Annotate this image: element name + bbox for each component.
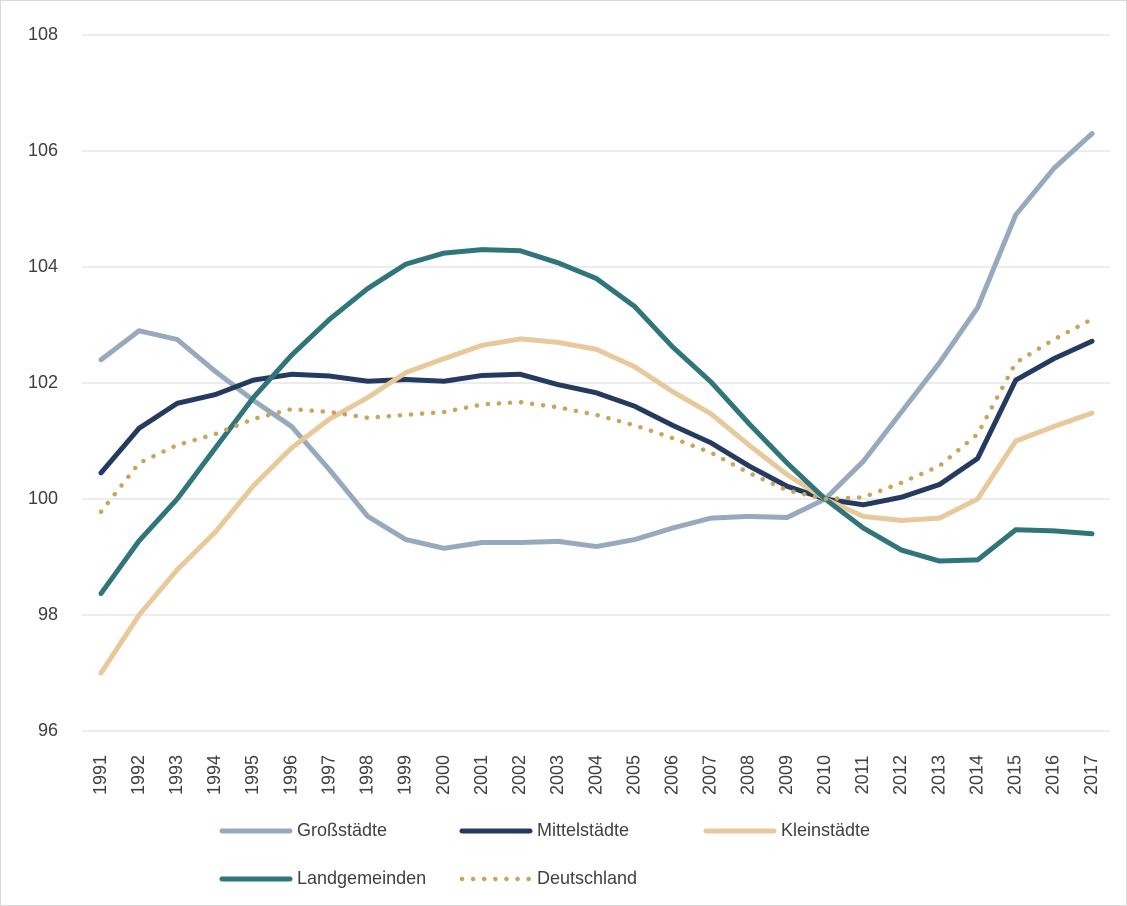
y-tick-label: 100 <box>28 488 58 508</box>
x-tick-label: 2013 <box>928 755 948 795</box>
x-tick-label: 2011 <box>852 756 872 795</box>
x-tick-label: 2005 <box>623 755 643 795</box>
y-tick-label: 96 <box>38 720 58 740</box>
x-tick-label: 2014 <box>966 755 986 795</box>
x-tick-label: 2001 <box>471 755 491 795</box>
y-tick-label: 102 <box>28 372 58 392</box>
x-tick-label: 1994 <box>204 755 224 795</box>
x-tick-label: 1995 <box>242 755 262 795</box>
legend-label: Deutschland <box>537 868 637 888</box>
x-tick-label: 1997 <box>318 755 338 795</box>
x-tick-label: 1998 <box>357 755 377 795</box>
x-tick-label: 2006 <box>661 755 681 795</box>
x-tick-label: 2003 <box>547 755 567 795</box>
series-line <box>98 131 1095 551</box>
legend-label: Landgemeinden <box>297 868 426 888</box>
x-tick-label: 2000 <box>433 755 453 795</box>
x-tick-label: 1993 <box>166 755 186 795</box>
x-tick-label: 2010 <box>814 755 834 795</box>
x-tick-label: 2015 <box>1005 755 1025 795</box>
x-tick-label: 2008 <box>738 755 758 795</box>
y-tick-label: 98 <box>38 604 58 624</box>
x-tick-label: 2016 <box>1043 755 1063 795</box>
x-tick-label: 2004 <box>585 755 605 795</box>
x-tick-label: 2012 <box>890 755 910 795</box>
series-line <box>98 336 1095 676</box>
x-tick-label: 1999 <box>395 755 415 795</box>
legend-label: Kleinstädte <box>781 820 870 840</box>
x-tick-label: 1996 <box>280 755 300 795</box>
y-tick-label: 108 <box>28 24 58 44</box>
legend-label: Mittelstädte <box>537 820 629 840</box>
series-line <box>98 338 1095 508</box>
x-tick-label: 2002 <box>509 755 529 795</box>
x-tick-label: 1992 <box>128 755 148 795</box>
series-line <box>98 316 1095 515</box>
y-tick-label: 106 <box>28 140 58 160</box>
legend-label: Großstädte <box>297 820 387 840</box>
x-tick-label: 2017 <box>1081 755 1101 795</box>
x-tick-label: 1991 <box>90 755 110 795</box>
y-tick-label: 104 <box>28 256 58 276</box>
x-tick-label: 2007 <box>700 755 720 795</box>
x-tick-label: 2009 <box>776 755 796 795</box>
series-line <box>98 247 1095 597</box>
